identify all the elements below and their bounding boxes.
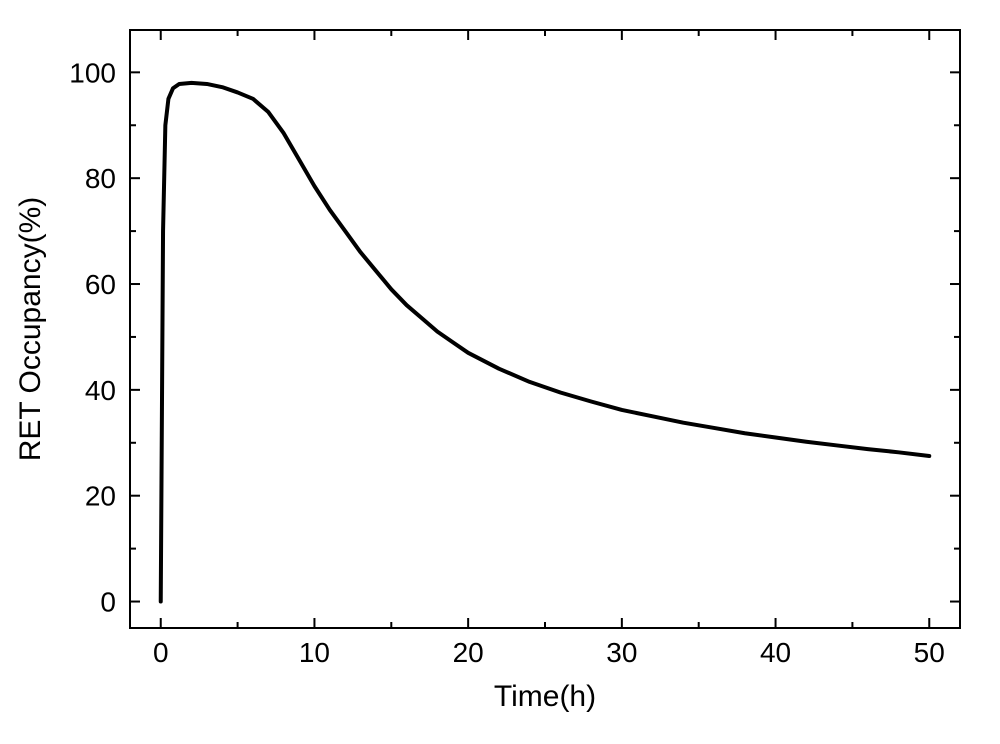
- y-axis-label: RET Occupancy(%): [14, 197, 47, 462]
- ret-occupancy-chart: 0 10 20 30 40 50 0 20 40 60 80 100 Time(h) RET Occ…: [0, 0, 1000, 744]
- x-tick-label: 10: [299, 637, 330, 668]
- y-tick-label: 20: [85, 481, 116, 512]
- x-tick-label: 50: [914, 637, 945, 668]
- x-axis-tick-labels: 0 10 20 30 40 50: [153, 637, 945, 668]
- plot-background: [130, 30, 960, 628]
- x-axis-label: Time(h): [494, 680, 596, 713]
- x-tick-label: 20: [453, 637, 484, 668]
- y-tick-label: 0: [100, 587, 116, 618]
- y-tick-label: 40: [85, 375, 116, 406]
- y-tick-label: 80: [85, 163, 116, 194]
- x-tick-label: 30: [606, 637, 637, 668]
- x-tick-label: 0: [153, 637, 169, 668]
- y-tick-label: 60: [85, 269, 116, 300]
- y-axis-tick-labels: 0 20 40 60 80 100: [69, 57, 116, 617]
- chart-container: 0 10 20 30 40 50 0 20 40 60 80 100 Time(h) RET Occ…: [0, 0, 1000, 744]
- x-tick-label: 40: [760, 637, 791, 668]
- y-tick-label: 100: [69, 57, 116, 88]
